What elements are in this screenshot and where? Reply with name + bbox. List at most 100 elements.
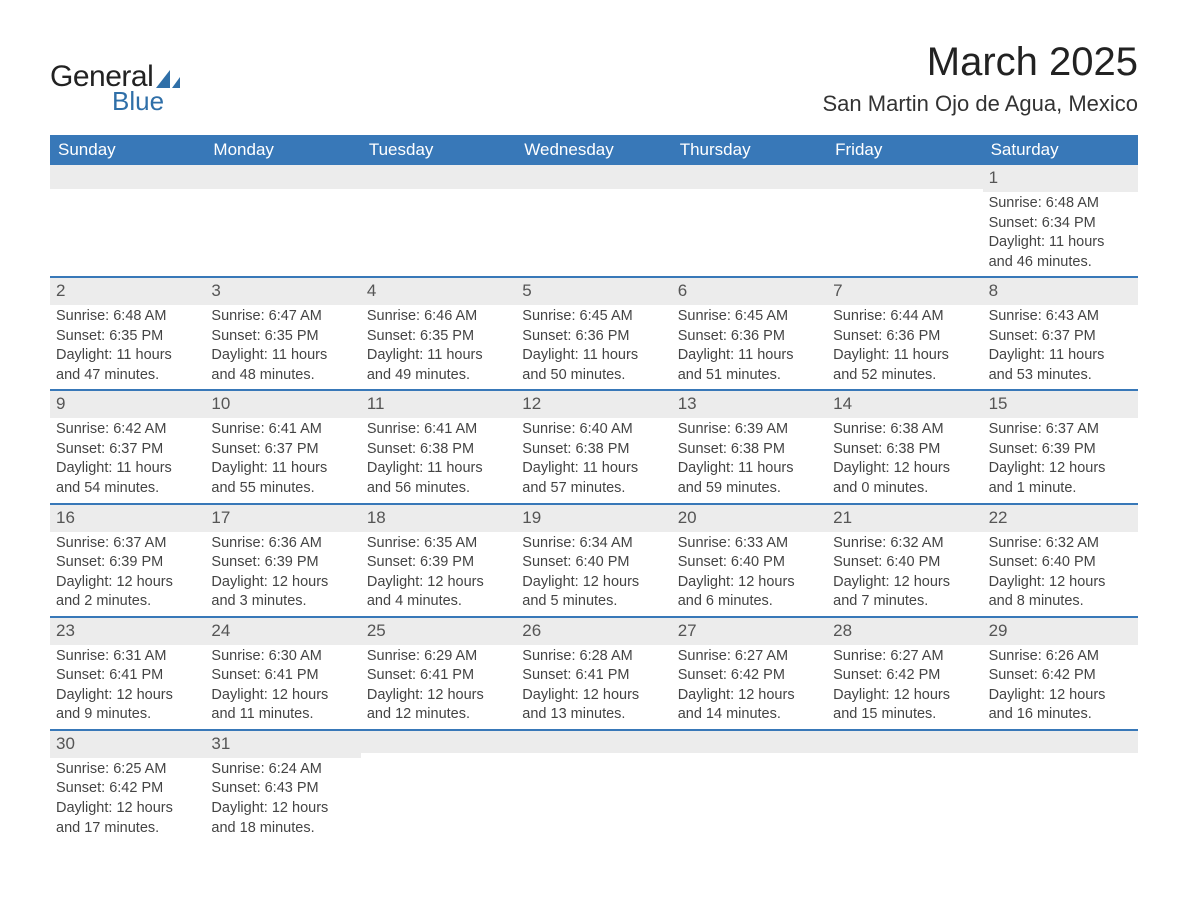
daylight-text: Daylight: 11 hours — [56, 346, 199, 366]
daylight-text: and 18 minutes. — [211, 819, 354, 839]
sunrise-text: Sunrise: 6:47 AM — [211, 307, 354, 327]
day-number — [205, 165, 360, 189]
sunset-text: Sunset: 6:35 PM — [56, 327, 199, 347]
day-number: 5 — [516, 276, 671, 305]
calendar-cell-empty — [983, 729, 1138, 842]
day-details: Sunrise: 6:44 AMSunset: 6:36 PMDaylight:… — [827, 305, 982, 389]
daylight-text: Daylight: 12 hours — [367, 686, 510, 706]
day-details: Sunrise: 6:34 AMSunset: 6:40 PMDaylight:… — [516, 532, 671, 616]
calendar-dow-header: SundayMondayTuesdayWednesdayThursdayFrid… — [50, 135, 1138, 165]
day-number: 3 — [205, 276, 360, 305]
sunset-text: Sunset: 6:36 PM — [678, 327, 821, 347]
day-number — [672, 165, 827, 189]
day-details: Sunrise: 6:25 AMSunset: 6:42 PMDaylight:… — [50, 758, 205, 842]
calendar-cell-empty — [361, 729, 516, 842]
calendar-cell: 9Sunrise: 6:42 AMSunset: 6:37 PMDaylight… — [50, 389, 205, 502]
daylight-text: Daylight: 12 hours — [678, 573, 821, 593]
daylight-text: Daylight: 12 hours — [678, 686, 821, 706]
sunrise-text: Sunrise: 6:34 AM — [522, 534, 665, 554]
day-details: Sunrise: 6:35 AMSunset: 6:39 PMDaylight:… — [361, 532, 516, 616]
day-details: Sunrise: 6:45 AMSunset: 6:36 PMDaylight:… — [672, 305, 827, 389]
daylight-text: and 8 minutes. — [989, 592, 1132, 612]
day-details: Sunrise: 6:37 AMSunset: 6:39 PMDaylight:… — [983, 418, 1138, 502]
daylight-text: and 4 minutes. — [367, 592, 510, 612]
day-number: 4 — [361, 276, 516, 305]
daylight-text: Daylight: 11 hours — [678, 346, 821, 366]
sunrise-text: Sunrise: 6:37 AM — [989, 420, 1132, 440]
calendar-cell: 5Sunrise: 6:45 AMSunset: 6:36 PMDaylight… — [516, 276, 671, 389]
calendar-cell: 31Sunrise: 6:24 AMSunset: 6:43 PMDayligh… — [205, 729, 360, 842]
calendar-cell: 21Sunrise: 6:32 AMSunset: 6:40 PMDayligh… — [827, 503, 982, 616]
daylight-text: and 57 minutes. — [522, 479, 665, 499]
dow-tuesday: Tuesday — [361, 135, 516, 165]
day-number: 28 — [827, 616, 982, 645]
sunset-text: Sunset: 6:36 PM — [833, 327, 976, 347]
daylight-text: and 56 minutes. — [367, 479, 510, 499]
day-number: 14 — [827, 389, 982, 418]
sunset-text: Sunset: 6:40 PM — [989, 553, 1132, 573]
sunrise-text: Sunrise: 6:46 AM — [367, 307, 510, 327]
daylight-text: Daylight: 12 hours — [833, 459, 976, 479]
dow-friday: Friday — [827, 135, 982, 165]
day-details: Sunrise: 6:39 AMSunset: 6:38 PMDaylight:… — [672, 418, 827, 502]
sunrise-text: Sunrise: 6:41 AM — [211, 420, 354, 440]
day-number: 29 — [983, 616, 1138, 645]
logo-sail-icon — [156, 70, 180, 88]
day-number: 8 — [983, 276, 1138, 305]
day-details — [50, 189, 205, 195]
day-number: 17 — [205, 503, 360, 532]
sunset-text: Sunset: 6:40 PM — [678, 553, 821, 573]
calendar-cell: 30Sunrise: 6:25 AMSunset: 6:42 PMDayligh… — [50, 729, 205, 842]
day-details — [516, 753, 671, 759]
sunset-text: Sunset: 6:42 PM — [56, 779, 199, 799]
calendar-cell: 14Sunrise: 6:38 AMSunset: 6:38 PMDayligh… — [827, 389, 982, 502]
daylight-text: and 49 minutes. — [367, 366, 510, 386]
day-details: Sunrise: 6:26 AMSunset: 6:42 PMDaylight:… — [983, 645, 1138, 729]
day-number: 1 — [983, 165, 1138, 192]
sunrise-text: Sunrise: 6:32 AM — [833, 534, 976, 554]
daylight-text: and 59 minutes. — [678, 479, 821, 499]
calendar-cell-empty — [672, 165, 827, 276]
sunset-text: Sunset: 6:42 PM — [678, 666, 821, 686]
day-details: Sunrise: 6:36 AMSunset: 6:39 PMDaylight:… — [205, 532, 360, 616]
daylight-text: and 1 minute. — [989, 479, 1132, 499]
daylight-text: and 15 minutes. — [833, 705, 976, 725]
daylight-text: Daylight: 12 hours — [833, 573, 976, 593]
daylight-text: and 13 minutes. — [522, 705, 665, 725]
calendar-cell: 18Sunrise: 6:35 AMSunset: 6:39 PMDayligh… — [361, 503, 516, 616]
daylight-text: and 50 minutes. — [522, 366, 665, 386]
daylight-text: and 17 minutes. — [56, 819, 199, 839]
sunset-text: Sunset: 6:43 PM — [211, 779, 354, 799]
daylight-text: Daylight: 12 hours — [211, 799, 354, 819]
day-details: Sunrise: 6:30 AMSunset: 6:41 PMDaylight:… — [205, 645, 360, 729]
calendar-cell: 17Sunrise: 6:36 AMSunset: 6:39 PMDayligh… — [205, 503, 360, 616]
day-number — [983, 729, 1138, 753]
calendar-cell: 11Sunrise: 6:41 AMSunset: 6:38 PMDayligh… — [361, 389, 516, 502]
day-details — [516, 189, 671, 195]
calendar-cell-empty — [827, 729, 982, 842]
day-details — [672, 753, 827, 759]
daylight-text: Daylight: 12 hours — [522, 686, 665, 706]
day-number: 20 — [672, 503, 827, 532]
daylight-text: Daylight: 11 hours — [367, 459, 510, 479]
day-details: Sunrise: 6:28 AMSunset: 6:41 PMDaylight:… — [516, 645, 671, 729]
day-number: 13 — [672, 389, 827, 418]
daylight-text: and 9 minutes. — [56, 705, 199, 725]
day-number: 19 — [516, 503, 671, 532]
sunset-text: Sunset: 6:38 PM — [522, 440, 665, 460]
logo-text-blue: Blue — [112, 86, 164, 117]
daylight-text: and 48 minutes. — [211, 366, 354, 386]
day-number: 22 — [983, 503, 1138, 532]
sunset-text: Sunset: 6:39 PM — [211, 553, 354, 573]
calendar-cell-empty — [361, 165, 516, 276]
sunset-text: Sunset: 6:39 PM — [367, 553, 510, 573]
daylight-text: and 52 minutes. — [833, 366, 976, 386]
day-number — [672, 729, 827, 753]
sunset-text: Sunset: 6:38 PM — [678, 440, 821, 460]
day-details — [205, 189, 360, 195]
daylight-text: and 14 minutes. — [678, 705, 821, 725]
calendar-cell-empty — [672, 729, 827, 842]
calendar-cell: 6Sunrise: 6:45 AMSunset: 6:36 PMDaylight… — [672, 276, 827, 389]
day-details — [361, 189, 516, 195]
daylight-text: Daylight: 11 hours — [56, 459, 199, 479]
